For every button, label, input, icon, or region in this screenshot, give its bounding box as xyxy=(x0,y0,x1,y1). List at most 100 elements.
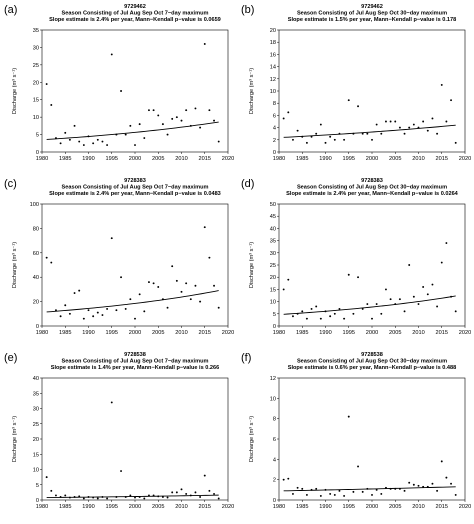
panel-f: (f) 9728538 Season Consisting of Jul Aug S… xyxy=(237,348,474,522)
x-tick-label: 2000 xyxy=(366,156,378,162)
x-tick-label: 2010 xyxy=(412,330,424,336)
trend-line xyxy=(283,295,456,315)
data-point xyxy=(403,310,406,313)
data-point xyxy=(106,307,109,310)
data-point xyxy=(157,286,160,288)
data-point xyxy=(450,99,452,102)
x-tick-label: 2000 xyxy=(129,156,141,162)
data-point xyxy=(422,485,425,488)
y-tick-label: 20 xyxy=(270,275,276,281)
data-point xyxy=(412,123,415,126)
y-tick-label: 12 xyxy=(270,77,276,83)
data-point xyxy=(96,138,99,141)
y-tick-label: 2 xyxy=(273,478,276,484)
x-tick-label: 1995 xyxy=(343,504,355,510)
y-tick-label: 0 xyxy=(273,324,276,330)
title-line: 9728383 xyxy=(361,178,383,184)
data-point xyxy=(450,482,452,485)
title-line: Season Consisting of Jul Aug Sep Oct 30−… xyxy=(297,359,447,365)
data-point xyxy=(101,140,104,143)
data-point xyxy=(171,265,174,268)
x-tick-label: 2015 xyxy=(199,504,211,510)
data-point xyxy=(375,123,378,126)
data-point xyxy=(134,144,136,146)
data-point xyxy=(357,276,359,279)
data-point xyxy=(161,123,164,126)
data-point xyxy=(194,107,197,110)
data-point xyxy=(357,465,359,468)
data-point xyxy=(361,132,364,135)
x-tick-label: 1985 xyxy=(296,504,308,510)
data-point xyxy=(454,310,457,313)
data-point xyxy=(436,132,439,135)
data-point xyxy=(124,496,127,498)
y-tick-label: 40 xyxy=(33,275,39,281)
data-point xyxy=(324,141,327,144)
x-tick-label: 2005 xyxy=(152,504,164,510)
data-point xyxy=(129,494,132,497)
y-tick-label: 8 xyxy=(273,417,276,423)
data-point xyxy=(152,109,155,112)
panel-a: (a) 9729462 Season Consisting of Jul Aug S… xyxy=(0,0,237,174)
data-point xyxy=(213,492,215,495)
x-tick-label: 2010 xyxy=(175,330,187,336)
data-point xyxy=(194,491,197,494)
x-tick-label: 2000 xyxy=(366,504,378,510)
data-point xyxy=(101,496,104,498)
data-point xyxy=(408,481,411,484)
panel-label: (e) xyxy=(4,352,17,364)
data-point xyxy=(73,292,76,295)
plot-frame xyxy=(278,203,466,327)
data-point xyxy=(180,119,183,122)
y-tick-label: 15 xyxy=(270,287,276,293)
x-tick-label: 2020 xyxy=(459,330,471,336)
data-point xyxy=(185,492,188,495)
y-axis-label: Discharge (m³ s⁻¹) xyxy=(249,416,255,462)
x-tick-label: 1990 xyxy=(319,330,331,336)
data-point xyxy=(385,288,387,291)
y-tick-label: 40 xyxy=(33,376,39,382)
data-point xyxy=(64,131,67,134)
data-point xyxy=(199,126,202,129)
data-point xyxy=(329,492,332,495)
y-tick-label: 4 xyxy=(273,126,276,132)
plot-frame xyxy=(41,203,229,327)
x-tick-label: 2005 xyxy=(389,504,401,510)
y-tick-label: 0 xyxy=(36,150,39,156)
y-tick-label: 45 xyxy=(270,214,276,220)
title-line: 9728538 xyxy=(124,352,146,358)
data-point xyxy=(431,117,434,120)
y-tick-label: 35 xyxy=(270,239,276,245)
y-tick-label: 30 xyxy=(33,407,39,413)
data-point xyxy=(422,286,425,288)
data-point xyxy=(199,496,202,498)
y-tick-label: 25 xyxy=(33,63,39,69)
x-tick-label: 1980 xyxy=(273,156,285,162)
title-line: Slope estimate is 2.4% per year, Mann−Ke… xyxy=(49,17,221,23)
data-point xyxy=(203,42,206,45)
panel-label: (f) xyxy=(241,352,251,364)
y-tick-label: 20 xyxy=(33,437,39,443)
panel-b: (b) 9729462 Season Consisting of Jul Aug S… xyxy=(237,0,474,174)
data-point xyxy=(120,276,123,279)
x-tick-label: 2015 xyxy=(199,330,211,336)
data-point xyxy=(110,401,113,404)
data-point xyxy=(403,489,406,492)
x-tick-label: 2015 xyxy=(436,330,448,336)
data-point xyxy=(301,310,304,313)
trend-line xyxy=(283,486,456,492)
x-tick-label: 2000 xyxy=(129,330,141,336)
data-point xyxy=(82,144,85,146)
x-tick-label: 1985 xyxy=(296,330,308,336)
data-point xyxy=(124,307,127,310)
y-tick-label: 6 xyxy=(273,113,276,119)
data-point xyxy=(305,493,308,496)
data-point xyxy=(394,120,397,123)
panel-e: (e) 9728538 Season Consisting of Jul Aug S… xyxy=(0,348,237,522)
data-point xyxy=(375,488,378,491)
data-point xyxy=(431,283,434,286)
title-line: 9729462 xyxy=(361,4,383,10)
data-point xyxy=(148,281,150,284)
title-line: 9728383 xyxy=(124,178,146,184)
